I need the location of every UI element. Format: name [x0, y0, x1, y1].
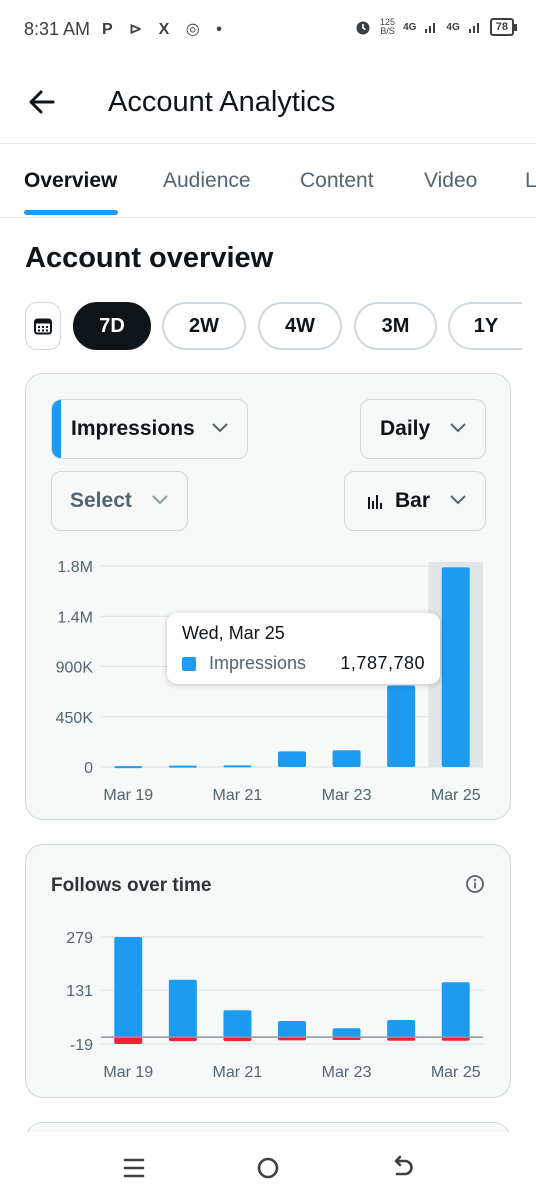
- impressions-bar: [332, 750, 361, 767]
- follows-card-title: Follows over time: [51, 875, 212, 896]
- range-3m-button[interactable]: 3M: [354, 302, 437, 350]
- bar-chart-icon: [368, 495, 382, 509]
- compare-dropdown-label: Select: [70, 489, 132, 512]
- y-tick-label: 131: [66, 983, 93, 1000]
- tab-partial[interactable]: L: [525, 169, 536, 192]
- interval-dropdown-label: Daily: [380, 417, 431, 440]
- tooltip-series-name: Impressions: [209, 653, 307, 673]
- chevron-down-icon: [212, 423, 228, 433]
- x-tick-label: Mar 21: [213, 787, 263, 804]
- chevron-down-icon: [152, 495, 168, 505]
- x-tick-label: Mar 23: [322, 1064, 372, 1081]
- chart-type-dropdown[interactable]: Bar: [344, 471, 486, 531]
- follows-bar-chart: 279 131 -19 Mar 19 Mar 21 Mar 23 Mar 25: [66, 930, 483, 1081]
- follows-bar: [441, 982, 470, 1038]
- recent-apps-icon[interactable]: [116, 1150, 152, 1186]
- calendar-button[interactable]: [25, 302, 61, 350]
- active-tab-indicator: [24, 210, 118, 215]
- date-range-selector: 7D 2W 4W 3M 1Y: [0, 302, 536, 350]
- y-tick-label: -19: [70, 1037, 93, 1054]
- follows-bar: [387, 1019, 416, 1038]
- app-header: Account Analytics: [0, 60, 536, 144]
- network-type-1: 4G: [403, 21, 417, 33]
- section-title: Account overview: [25, 242, 274, 274]
- metric-dropdown[interactable]: Impressions: [51, 399, 248, 459]
- compare-dropdown[interactable]: Select: [51, 471, 188, 531]
- page-title: Account Analytics: [108, 86, 336, 118]
- tab-overview[interactable]: Overview: [24, 169, 118, 192]
- analytics-tabs: Overview Audience Content Video L: [0, 145, 536, 218]
- network-speed-unit: B/S: [380, 26, 395, 36]
- info-icon[interactable]: [465, 874, 485, 894]
- impressions-bar-chart: 1.8M 1.4M 900K 450K 0 Mar 19 Mar 21 Mar 23 Mar 2…: [56, 559, 483, 804]
- x-tick-label: Mar 25: [431, 787, 481, 804]
- tooltip-value: 1,787,780: [340, 653, 425, 673]
- unfollows-bar: [114, 1037, 143, 1044]
- impressions-bar: [223, 765, 252, 768]
- impressions-card: Impressions Daily Select Bar 1.8M 1.4M 900…: [25, 373, 511, 820]
- follows-bar: [223, 1010, 252, 1038]
- impressions-bar: [114, 766, 143, 769]
- unfollows-bar: [168, 1037, 197, 1042]
- system-nav-bar: [0, 1132, 536, 1200]
- home-icon[interactable]: [250, 1150, 286, 1186]
- x-tick-label: Mar 21: [213, 1064, 263, 1081]
- range-7d-button[interactable]: 7D: [73, 302, 151, 350]
- tab-content[interactable]: Content: [300, 169, 374, 192]
- battery-indicator: 78: [489, 18, 518, 36]
- x-tick-label: Mar 19: [103, 787, 153, 804]
- network-speed-value: 125: [380, 17, 396, 27]
- tooltip-swatch: [182, 657, 196, 671]
- y-tick-label: 1.8M: [57, 559, 93, 576]
- unfollows-bar: [441, 1037, 470, 1041]
- chart-type-dropdown-label: Bar: [395, 489, 431, 512]
- y-tick-label: 1.4M: [57, 609, 93, 626]
- network-speed: 125 B/S: [380, 18, 395, 36]
- range-2w-button[interactable]: 2W: [162, 302, 246, 350]
- impressions-bar: [387, 685, 416, 767]
- impressions-bar: [168, 765, 197, 768]
- tab-audience[interactable]: Audience: [163, 169, 251, 192]
- status-indicators: 125 B/S 4G 4G 78: [354, 18, 518, 36]
- notification-icons: P ⊳ X ◎ •: [102, 21, 228, 38]
- metric-dropdown-label: Impressions: [71, 417, 195, 440]
- unfollows-bar: [387, 1037, 416, 1041]
- chevron-down-icon: [450, 495, 466, 505]
- y-tick-label: 0: [84, 760, 93, 777]
- chevron-down-icon: [450, 423, 466, 433]
- follows-card: Follows over time 279 131 -19 Mar 19 Mar 21 M…: [25, 844, 511, 1098]
- impressions-bar: [441, 567, 470, 767]
- follows-bar: [278, 1021, 306, 1038]
- y-tick-label: 279: [66, 930, 93, 947]
- chart-tooltip: Wed, Mar 25 Impressions 1,787,780: [167, 613, 440, 684]
- status-bar: 8:31 AM P ⊳ X ◎ • 125 B/S 4G 4G 78: [0, 0, 536, 60]
- follows-bar: [168, 979, 197, 1038]
- follows-bar: [332, 1028, 361, 1038]
- back-arrow-icon[interactable]: [24, 84, 60, 120]
- range-4w-button[interactable]: 4W: [258, 302, 342, 350]
- x-tick-label: Mar 25: [431, 1064, 481, 1081]
- tab-video[interactable]: Video: [424, 169, 478, 192]
- unfollows-bar: [223, 1037, 252, 1042]
- network-type-2: 4G: [446, 21, 460, 33]
- impressions-bar: [278, 751, 306, 767]
- alarm-icon: [356, 21, 370, 35]
- calendar-icon: [34, 318, 52, 335]
- x-tick-label: Mar 19: [103, 1064, 153, 1081]
- range-1y-button[interactable]: 1Y: [448, 302, 522, 350]
- signal-icon: [468, 23, 479, 33]
- signal-icon: [425, 23, 436, 33]
- unfollows-bar: [278, 1037, 306, 1041]
- y-tick-label: 450K: [56, 710, 94, 727]
- back-icon[interactable]: [384, 1150, 420, 1186]
- tooltip-date: Wed, Mar 25: [182, 623, 285, 643]
- y-tick-label: 900K: [56, 660, 94, 677]
- status-time: 8:31 AM: [24, 19, 91, 39]
- follows-bar: [114, 937, 143, 1038]
- interval-dropdown[interactable]: Daily: [360, 399, 486, 459]
- x-tick-label: Mar 23: [322, 787, 372, 804]
